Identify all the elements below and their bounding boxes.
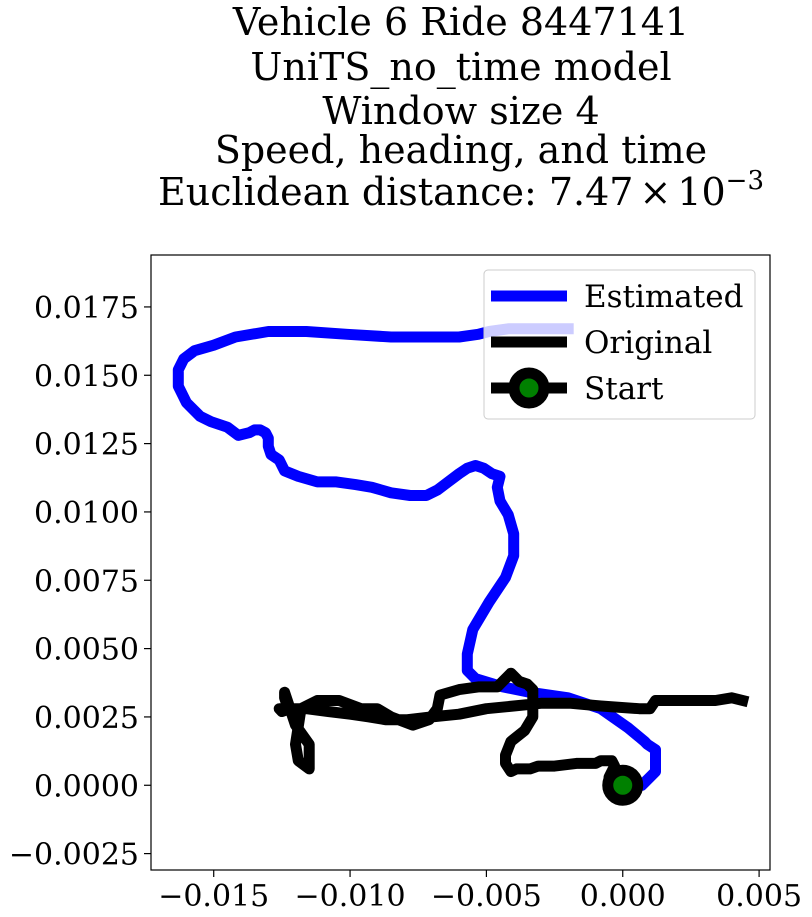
y-tick-label: 0.0100: [34, 496, 139, 531]
y-tick-label: −0.0025: [9, 838, 139, 873]
title-line-metric: Euclidean distance: 7.47 × 10−3: [158, 166, 764, 214]
start-marker: [602, 764, 644, 806]
x-axis: −0.015 −0.010 −0.005 0.000 0.005: [158, 870, 802, 914]
axes-frame: [150, 254, 771, 871]
metric-times: ×: [639, 170, 671, 214]
chart-title: Vehicle 6 Ride 8447141 UniTS_no_time mod…: [158, 0, 764, 214]
y-tick-label: 0.0075: [34, 564, 139, 599]
legend-label-estimated: Estimated: [584, 279, 743, 315]
y-tick-label: 0.0125: [34, 428, 139, 463]
title-line-4: Speed, heading, and time: [215, 128, 707, 172]
legend-start-marker: [508, 367, 550, 409]
series-layer: [172, 323, 750, 806]
x-tick-label: −0.015: [158, 879, 269, 914]
title-line-3: Window size 4: [322, 89, 599, 133]
plot-area: [172, 323, 750, 806]
y-tick-label: 0.0000: [34, 769, 139, 804]
series-line-estimated: [172, 323, 661, 791]
y-tick-label: 0.0050: [34, 633, 139, 668]
title-line-1: Vehicle 6 Ride 8447141: [232, 0, 689, 44]
metric-exponent: −3: [726, 166, 764, 196]
y-tick-label: 0.0025: [34, 701, 139, 736]
title-line-2: UniTS_no_time model: [250, 45, 671, 90]
x-tick-label: 0.005: [716, 879, 802, 914]
legend: Estimated Original Start: [483, 269, 756, 420]
metric-label: Euclidean distance:: [158, 170, 549, 214]
x-tick-label: −0.010: [295, 879, 406, 914]
x-tick-label: 0.000: [580, 879, 666, 914]
series-line-original: [273, 667, 750, 791]
metric-mantissa: 7.47: [549, 170, 634, 214]
y-axis: −0.0025 0.0000 0.0025 0.0050 0.0075 0.0100 0.0…: [9, 291, 151, 873]
y-tick-label: 0.0150: [34, 359, 139, 394]
legend-frame: [483, 269, 756, 420]
y-tick-label: 0.0175: [34, 291, 139, 326]
metric-base: 10: [677, 170, 725, 214]
legend-label-original: Original: [584, 325, 712, 361]
x-tick-label: −0.005: [431, 879, 542, 914]
legend-label-start: Start: [584, 371, 664, 407]
